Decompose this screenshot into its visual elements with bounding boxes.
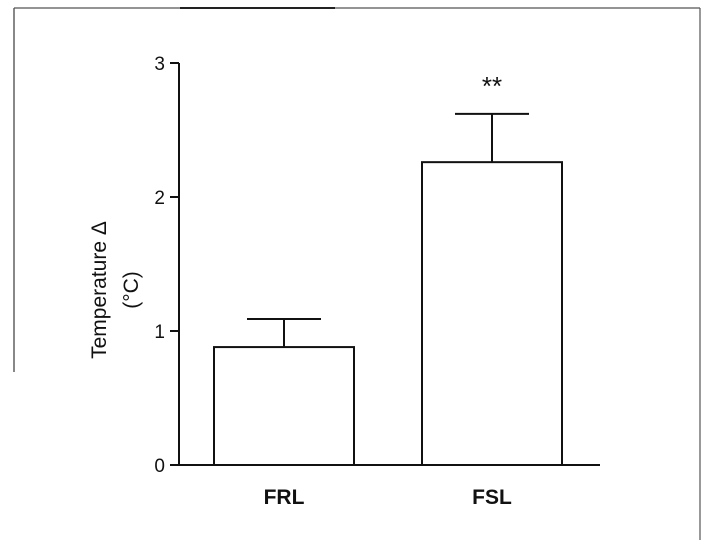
y-tick-label-2: 2: [154, 188, 165, 209]
x-tick-label-fsl: FSL: [472, 486, 512, 509]
bar-frl: [213, 346, 355, 466]
y-tick-label-1: 1: [154, 322, 165, 343]
frame: [13, 7, 701, 540]
significance-annotation-0: **: [482, 71, 502, 101]
y-axis-label: Temperature Δ (°C): [88, 221, 143, 359]
labels: 0 1 2 3 Temperature Δ (°C) FRL FSL **: [88, 54, 512, 509]
y-axis-label-line-1: (°C): [120, 271, 143, 309]
bars: [213, 112, 563, 466]
y-tick-label-0: 0: [154, 456, 165, 477]
y-tick-label-3: 3: [154, 54, 165, 75]
y-axis-label-line-0: Temperature Δ: [88, 221, 111, 359]
bar-fsl: [421, 161, 563, 466]
x-tick-label-frl: FRL: [264, 486, 305, 509]
